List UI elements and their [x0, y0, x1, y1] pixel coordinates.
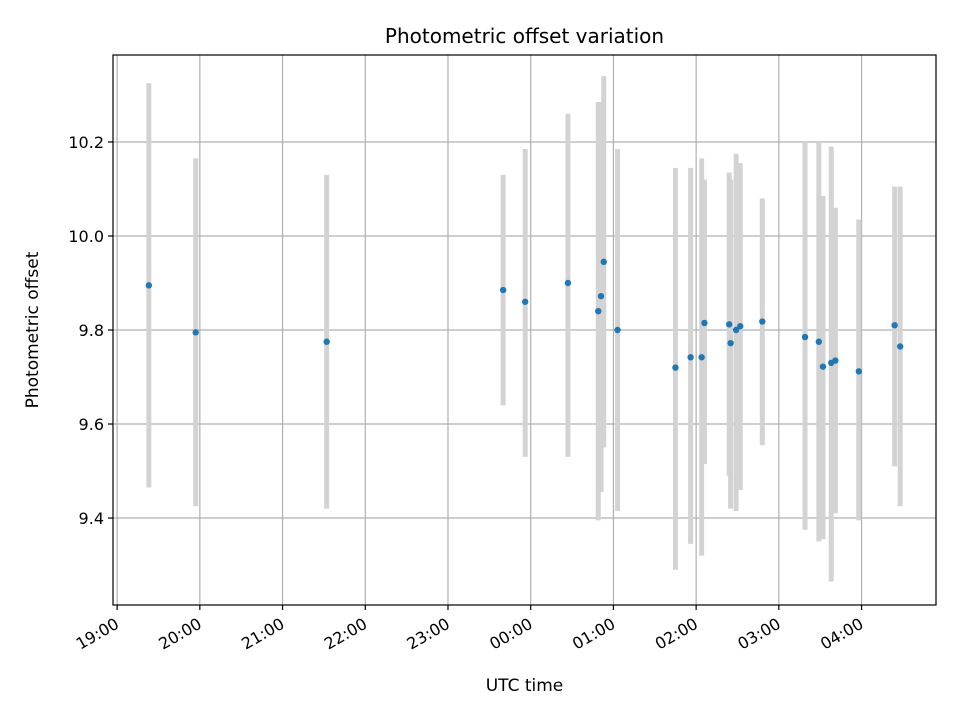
y-tick-label: 9.4	[79, 509, 104, 528]
data-point	[726, 321, 733, 328]
data-point	[698, 354, 705, 361]
data-point	[855, 368, 863, 375]
data-point	[701, 319, 708, 327]
data-point	[595, 307, 602, 315]
y-axis-label: Photometric offset	[23, 251, 43, 408]
data-point	[815, 338, 823, 345]
data-point	[323, 338, 330, 345]
data-point	[891, 322, 898, 329]
chart-title: Photometric offset variation	[385, 24, 664, 48]
data-point	[600, 258, 607, 266]
data-point	[597, 292, 605, 300]
data-point	[759, 318, 766, 325]
data-point	[801, 333, 809, 341]
y-tick-label: 10.2	[68, 133, 104, 152]
point-layer	[145, 258, 904, 375]
data-point	[737, 323, 744, 330]
y-axis-ticks: 9.4 9.6 9.8 10.0 10.2	[68, 133, 113, 528]
data-point	[819, 363, 827, 370]
data-point	[614, 326, 621, 334]
data-point	[732, 326, 740, 334]
y-tick-label: 9.6	[79, 415, 104, 434]
data-point	[672, 364, 679, 371]
y-tick-label: 9.8	[79, 321, 104, 340]
data-point	[521, 298, 529, 305]
data-point	[832, 357, 839, 364]
data-point	[727, 339, 734, 347]
data-point	[564, 279, 572, 287]
data-point	[192, 329, 199, 336]
data-point	[499, 286, 507, 294]
x-axis-label: UTC time	[486, 676, 564, 696]
data-point	[145, 282, 153, 289]
data-point	[896, 343, 904, 350]
data-point	[687, 354, 694, 361]
y-tick-label: 10.0	[68, 227, 104, 246]
